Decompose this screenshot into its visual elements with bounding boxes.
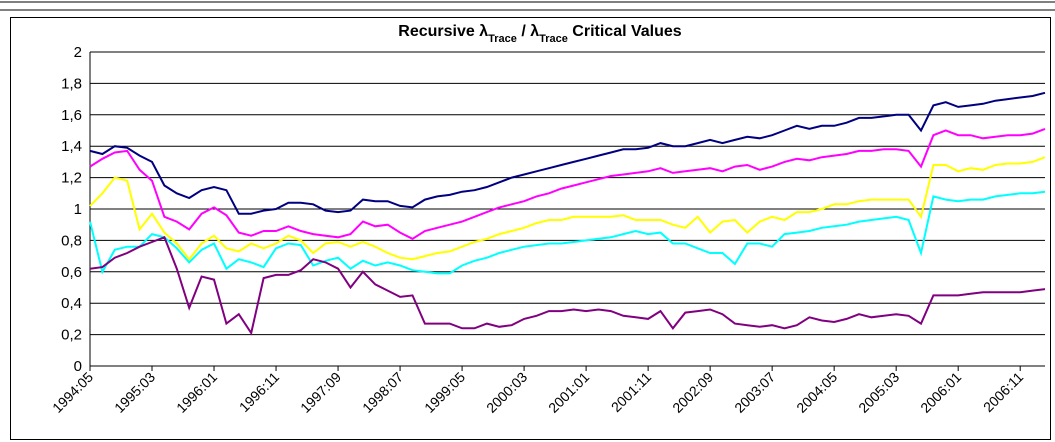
y-tick-label: 0,2 — [61, 327, 82, 344]
series-line — [89, 156, 1046, 261]
title-part: Critical Values — [568, 23, 682, 40]
y-tick-label: 0,8 — [61, 232, 82, 249]
y-tick-label: 0,4 — [61, 295, 82, 312]
series-line — [89, 91, 1046, 215]
y-tick-label: 1,4 — [61, 138, 82, 155]
series-line — [89, 236, 1046, 336]
chart-border — [10, 17, 1051, 440]
y-tick-label: 1 — [74, 201, 82, 218]
series-line — [89, 190, 1046, 275]
title-part: / λ — [517, 23, 539, 40]
y-tick-label: 1,8 — [61, 75, 82, 92]
y-tick-label: 1,2 — [61, 170, 82, 187]
y-tick-label: 0,6 — [61, 264, 82, 281]
title-subscript: Trace — [488, 33, 517, 45]
y-tick-label: 0 — [74, 358, 82, 375]
y-tick-label: 2 — [74, 44, 82, 61]
chart-title: Recursive λTrace / λTrace Critical Value… — [398, 23, 682, 45]
series-line — [89, 127, 1046, 240]
title-part: Recursive λ — [398, 23, 488, 40]
y-tick-label: 1,6 — [61, 107, 82, 124]
title-subscript: Trace — [539, 33, 568, 45]
